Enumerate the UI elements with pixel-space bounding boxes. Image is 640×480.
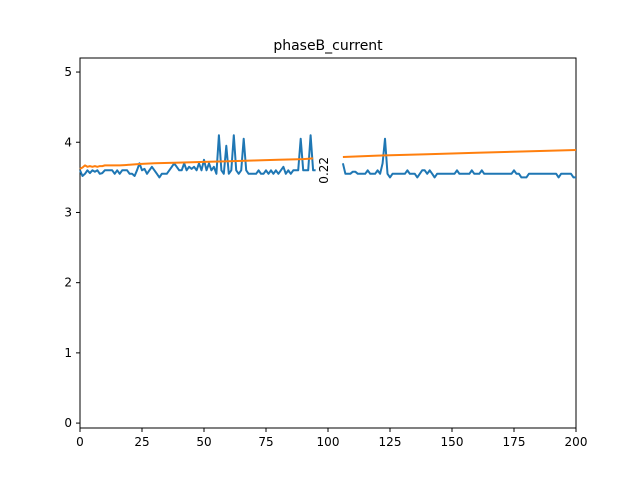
x-tick-label: 150 <box>441 435 464 449</box>
chart-title: phaseB_current <box>273 38 383 54</box>
x-tick-label: 75 <box>258 435 273 449</box>
y-tick-label: 4 <box>64 135 72 149</box>
series-group <box>79 134 577 179</box>
series-1-segment-1-line <box>79 134 316 179</box>
series-2-segment-2-line <box>342 149 577 158</box>
x-tick-label: 50 <box>196 435 211 449</box>
x-tick-label: 25 <box>134 435 149 449</box>
y-tick-label: 1 <box>64 346 72 360</box>
x-tick-label: 175 <box>503 435 526 449</box>
x-axis: 0 25 50 75 100 125 150 175 200 <box>76 428 587 449</box>
y-axis: 0 1 2 3 4 5 <box>64 65 80 430</box>
x-tick-label: 200 <box>565 435 588 449</box>
y-tick-label: 0 <box>64 416 72 430</box>
y-tick-label: 2 <box>64 276 72 290</box>
x-tick-label: 0 <box>76 435 84 449</box>
y-tick-label: 3 <box>64 205 72 219</box>
x-tick-label: 125 <box>379 435 402 449</box>
plot-frame <box>79 57 577 429</box>
series-2-segment-1-line <box>79 157 314 170</box>
annotation-label: 0.22 <box>317 157 331 184</box>
y-tick-label: 5 <box>64 65 72 79</box>
x-tick-label: 100 <box>317 435 340 449</box>
series-1-segment-2-line <box>341 137 576 179</box>
